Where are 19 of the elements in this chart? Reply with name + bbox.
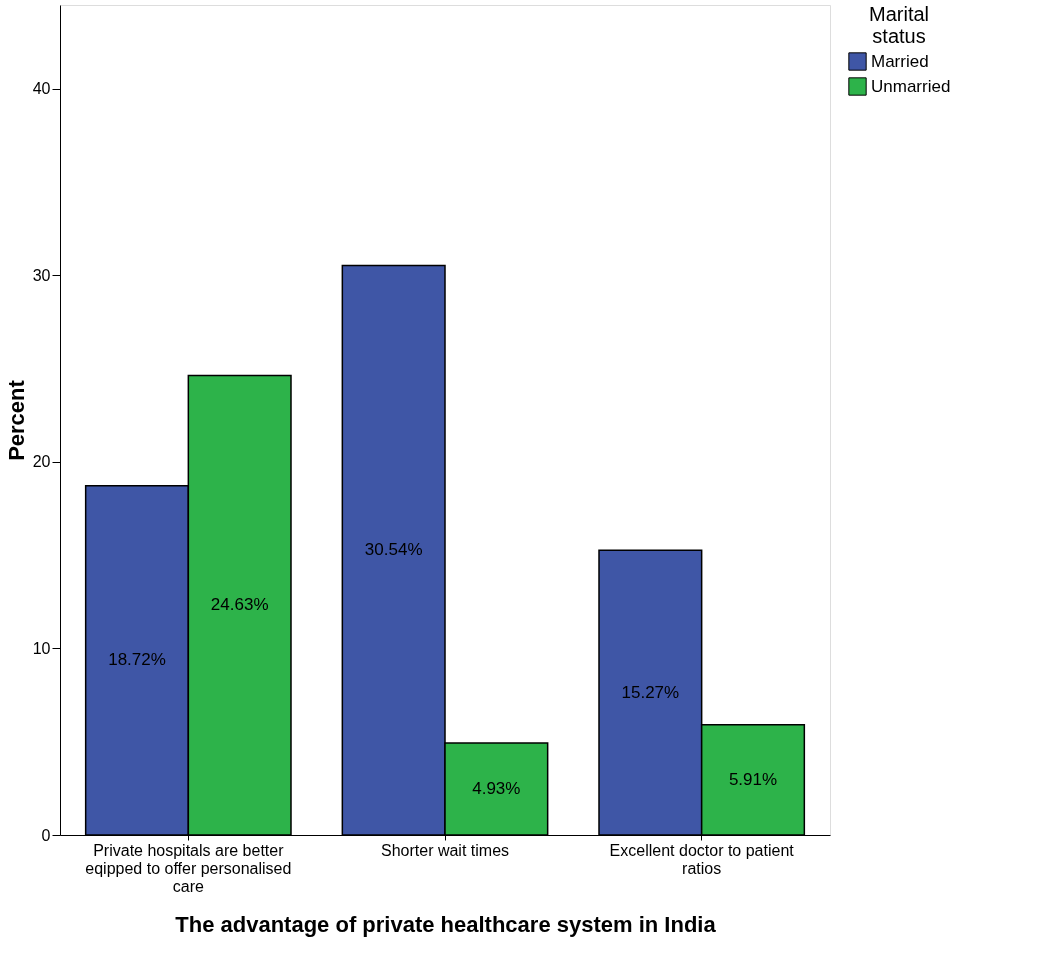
data-label: 5.91% (728, 769, 778, 789)
y-axis-title: Percent (3, 379, 29, 461)
y-tick-label: 40 (32, 80, 51, 98)
data-label: 24.63% (210, 595, 269, 615)
legend-label: Married (871, 51, 929, 71)
x-tick-label: Private hospitals are better eqipped to offer personalised care (85, 841, 292, 895)
y-tick-label: 10 (32, 639, 51, 657)
legend-label: Unmarried (871, 76, 951, 96)
y-tick-label: 0 (41, 826, 51, 844)
data-label: 18.72% (108, 650, 166, 670)
x-axis-title: The advantage of private healthcare system in India (175, 911, 717, 937)
legend-title: Marital status (868, 3, 930, 47)
x-tick-label: Shorter wait times (380, 841, 510, 859)
data-label: 4.93% (472, 779, 521, 799)
y-tick-label: 20 (32, 453, 51, 471)
data-label: 15.27% (621, 682, 680, 702)
y-tick-label: 30 (32, 266, 51, 284)
data-label: 30.54% (364, 540, 423, 560)
x-tick-label: Excellent doctor to patient ratios (609, 841, 795, 877)
